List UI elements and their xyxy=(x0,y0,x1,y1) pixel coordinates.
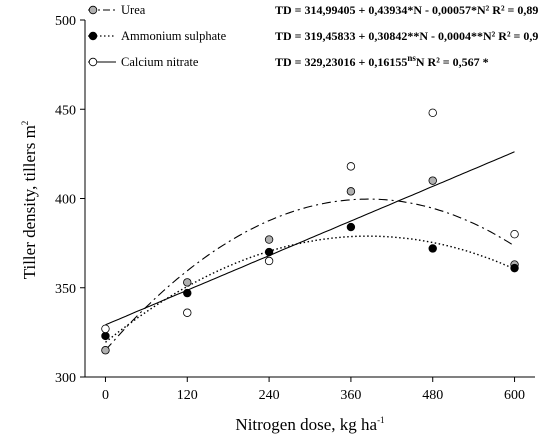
equation-calcium-nitrate: TD = 329,23016 + 0,16155nsN R² = 0,567 * xyxy=(275,53,489,69)
y-tick-label: 500 xyxy=(55,14,76,29)
y-axis-title: Tiller density, tillers m2 xyxy=(20,121,39,280)
data-point-0-2 xyxy=(264,235,274,244)
y-ticks: 300 350 400 450 500 xyxy=(55,14,85,386)
legend-item-urea: Urea xyxy=(88,3,146,17)
legend-item-calcium-nitrate: Calcium nitrate xyxy=(88,55,199,69)
data-point-1-1 xyxy=(183,288,192,298)
data-points xyxy=(101,108,519,355)
x-tick-label: 600 xyxy=(504,388,525,403)
legend-marker-ammonium xyxy=(88,31,98,41)
data-point-2-2 xyxy=(264,256,274,266)
data-point-0-0 xyxy=(101,346,110,355)
data-point-0-1 xyxy=(183,278,192,287)
x-axis-title: Nitrogen dose, kg ha-1 xyxy=(235,415,384,434)
data-point-2-3 xyxy=(346,162,356,171)
fit-lines xyxy=(105,151,515,351)
fit-line-2 xyxy=(105,151,515,326)
x-tick-label: 240 xyxy=(259,388,280,403)
data-point-0-3 xyxy=(346,187,356,196)
data-point-1-4 xyxy=(428,244,437,253)
y-tick-label: 450 xyxy=(55,103,76,118)
data-point-1-3 xyxy=(346,222,356,232)
legend-label-ammonium-sulphate: Ammonium sulphate xyxy=(121,29,227,43)
x-tick-label: 120 xyxy=(177,388,198,403)
legend-label-urea: Urea xyxy=(121,3,146,17)
x-tick-label: 0 xyxy=(102,388,109,403)
data-point-1-5 xyxy=(510,263,519,273)
y-tick-label: 350 xyxy=(55,282,76,297)
data-point-1-2 xyxy=(264,247,274,257)
x-ticks: 0 120 240 360 480 600 xyxy=(102,377,525,403)
data-point-2-5 xyxy=(510,229,519,239)
fit-line-1 xyxy=(105,235,515,343)
fit-line-0 xyxy=(105,198,515,351)
y-tick-label: 400 xyxy=(55,193,76,208)
x-tick-label: 480 xyxy=(422,388,443,403)
legend-marker-urea xyxy=(88,5,98,15)
data-point-2-4 xyxy=(428,108,437,118)
legend-marker-calcium xyxy=(88,57,98,67)
y-tick-label: 300 xyxy=(55,371,76,386)
equation-ammonium-sulphate: TD = 319,45833 + 0,30842**N - 0,0004**N²… xyxy=(275,29,539,43)
legend-label-calcium-nitrate: Calcium nitrate xyxy=(121,55,199,69)
x-tick-label: 360 xyxy=(340,388,361,403)
legend-item-ammonium-sulphate: Ammonium sulphate xyxy=(88,29,227,43)
equation-urea: TD = 314,99405 + 0,43934*N - 0,00057*N² … xyxy=(275,3,539,17)
legend: Urea Ammonium sulphate Calcium nitrate xyxy=(88,3,227,69)
data-point-1-0 xyxy=(101,331,110,341)
data-point-2-1 xyxy=(183,308,192,317)
data-point-2-0 xyxy=(101,324,110,334)
data-point-0-4 xyxy=(428,176,437,185)
